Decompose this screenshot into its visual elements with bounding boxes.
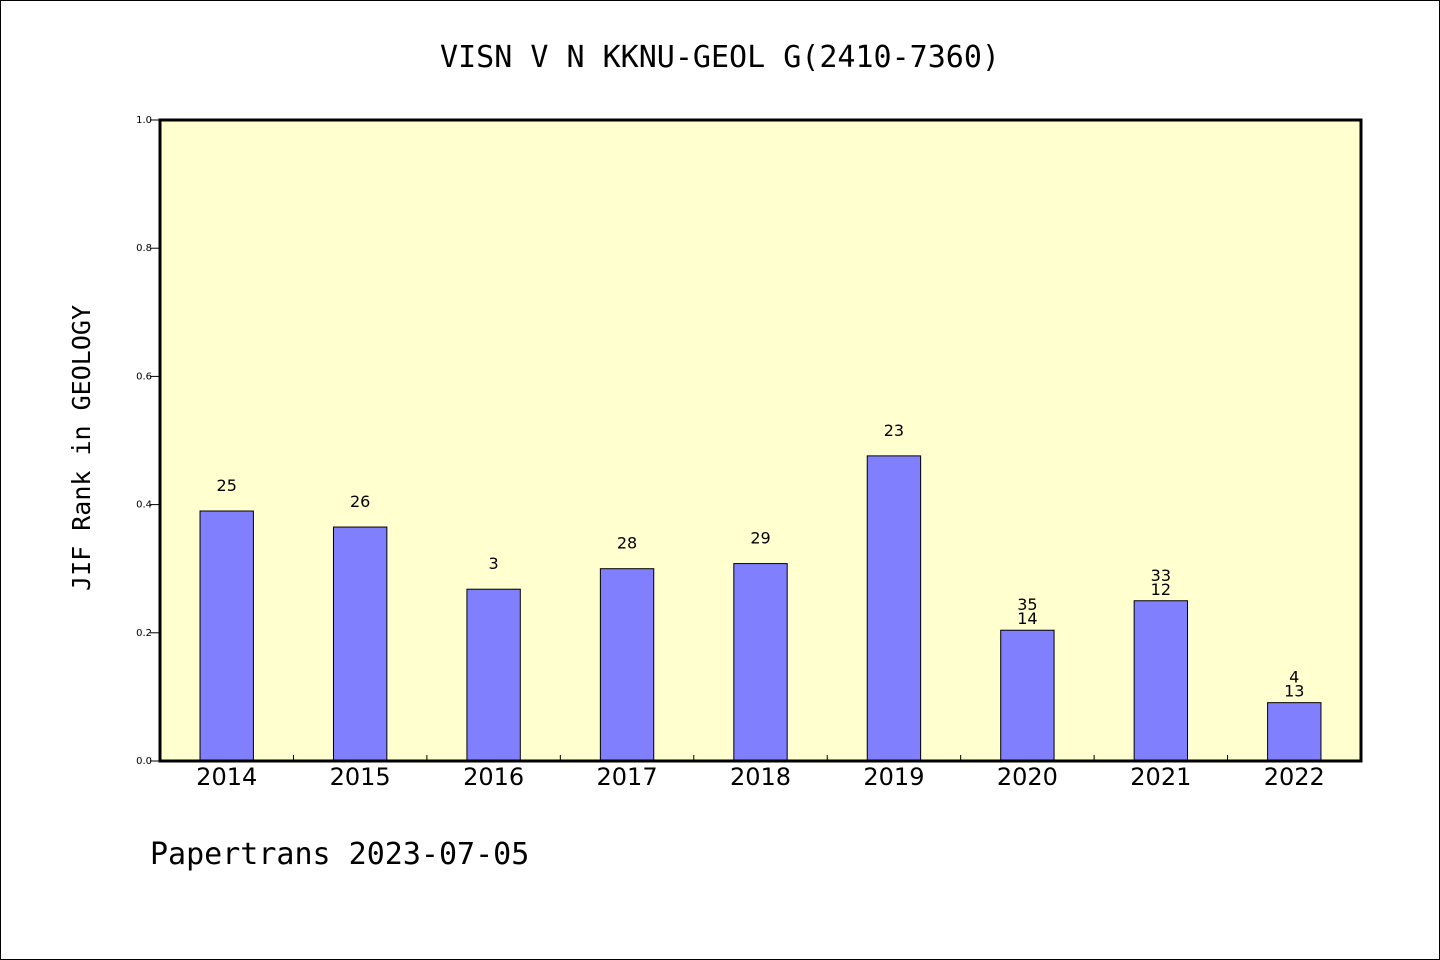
- bar-value-label: 26: [350, 492, 370, 511]
- y-axis: 0.0 0.2 0.4 0.6 0.8 1.0: [136, 115, 160, 767]
- bar-value-label: 14: [1017, 609, 1037, 628]
- plot-border: [158, 118, 1363, 763]
- bar-value-label: 4: [1289, 668, 1299, 687]
- bar-2014: [199, 510, 254, 762]
- bar-2017: [599, 568, 655, 762]
- x-tick-label: 2015: [330, 763, 391, 791]
- bars-group: [199, 455, 1322, 762]
- y-tick-label: 0.2: [136, 628, 152, 639]
- y-tick-label: 0.4: [136, 500, 152, 511]
- footer-text: Papertrans 2023-07-05: [150, 837, 529, 872]
- bar-2021: [1133, 600, 1189, 762]
- bar-value-label: 28: [617, 534, 637, 553]
- y-tick-label: 0.0: [136, 756, 152, 767]
- bar-2015: [332, 526, 388, 762]
- bar-value-label: 25: [217, 476, 237, 495]
- bar-value-label: 23: [884, 421, 904, 440]
- x-tick-label: 2020: [997, 763, 1058, 791]
- x-tick-label: 2022: [1264, 763, 1325, 791]
- bar-value-label: 12: [1151, 580, 1171, 599]
- bar-2016: [466, 588, 521, 762]
- bar-value-label: 35: [1017, 595, 1037, 614]
- x-tick-label: 2019: [863, 763, 924, 791]
- bar-2022: [1267, 702, 1322, 762]
- y-tick-label: 0.8: [136, 243, 152, 254]
- bar-value-label: 33: [1151, 566, 1171, 585]
- y-tick-label: 1.0: [136, 115, 152, 126]
- y-axis-label: JIF Rank in GEOLOGY: [67, 305, 96, 591]
- x-tick-label: 2021: [1130, 763, 1191, 791]
- bar-2018: [733, 563, 788, 762]
- bar-value-label: 3: [489, 554, 499, 573]
- x-tick-label: 2016: [463, 763, 524, 791]
- y-tick-label: 0.6: [136, 371, 152, 382]
- x-tick-label: 2017: [597, 763, 658, 791]
- x-axis: 2014 2015 2016 2017 2018 2019 2020 2021 2022: [196, 755, 1325, 791]
- x-tick-label: 2018: [730, 763, 791, 791]
- bar-2020: [1000, 629, 1055, 762]
- chart-title: VISN V N KKNU-GEOL G(2410-7360): [440, 40, 1000, 75]
- bar-value-label: 13: [1284, 682, 1304, 701]
- bar-2019: [866, 455, 922, 762]
- bar-value-label: 29: [750, 529, 770, 548]
- x-tick-label: 2014: [196, 763, 257, 791]
